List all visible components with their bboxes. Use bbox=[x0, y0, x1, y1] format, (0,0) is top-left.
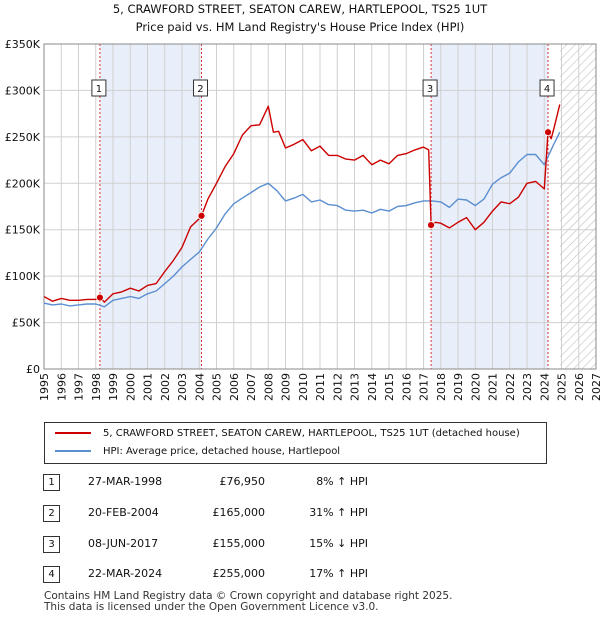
transaction-point bbox=[197, 211, 206, 220]
x-tick-label: 2011 bbox=[314, 373, 327, 401]
x-tick-label: 2005 bbox=[211, 373, 224, 401]
transaction-label: 1 bbox=[96, 84, 102, 95]
transaction-label: 4 bbox=[544, 84, 550, 95]
x-tick-label: 2022 bbox=[504, 373, 517, 401]
x-tick-label: 2004 bbox=[193, 373, 206, 401]
legend-label-hpi: HPI: Average price, detached house, Hart… bbox=[103, 446, 341, 457]
transaction-label-box bbox=[422, 79, 438, 97]
footer: Contains HM Land Registry data © Crown c… bbox=[44, 591, 452, 613]
x-tick-label: 2025 bbox=[556, 373, 569, 401]
footer-copyright: Contains HM Land Registry data © Crown c… bbox=[44, 590, 453, 602]
y-tick-label: £200K bbox=[5, 177, 41, 190]
transaction-hpi-change: 8% ↑ HPI bbox=[316, 475, 368, 488]
x-tick-label: 2017 bbox=[418, 373, 431, 401]
x-tick-label: 1995 bbox=[38, 373, 51, 401]
transaction-hpi-change: 15% ↓ HPI bbox=[309, 537, 368, 550]
series-line-property bbox=[44, 104, 561, 303]
x-tick-label: 2013 bbox=[349, 373, 362, 401]
x-tick-label: 2021 bbox=[487, 373, 500, 401]
x-tick-label: 2007 bbox=[245, 373, 258, 401]
transaction-point bbox=[95, 293, 104, 302]
transaction-hpi-change: 31% ↑ HPI bbox=[309, 506, 368, 519]
x-tick-label: 2020 bbox=[469, 373, 482, 401]
transaction-price: £165,000 bbox=[212, 506, 266, 519]
x-tick-label: 2009 bbox=[280, 373, 293, 401]
legend-label-property: 5, CRAWFORD STREET, SEATON CAREW, HARTLE… bbox=[103, 428, 520, 439]
price-chart: 5, CRAWFORD STREET, SEATON CAREW, HARTLE… bbox=[5, 2, 600, 401]
x-tick-label: 2024 bbox=[538, 373, 551, 401]
transaction-date: 22-MAR-2024 bbox=[88, 567, 163, 580]
x-tick-label: 2026 bbox=[573, 373, 586, 401]
x-tick-label: 2001 bbox=[142, 373, 155, 401]
x-tick-label: 1996 bbox=[55, 373, 68, 401]
transaction-date: 27-MAR-1998 bbox=[88, 475, 163, 488]
y-tick-label: £350K bbox=[5, 38, 41, 51]
transaction-price: £76,950 bbox=[219, 475, 266, 488]
transaction-number: 3 bbox=[43, 536, 60, 553]
x-tick-label: 2016 bbox=[400, 373, 413, 401]
y-tick-label: £150K bbox=[5, 224, 41, 237]
y-tick-label: £100K bbox=[5, 270, 41, 283]
y-tick-label: £300K bbox=[5, 84, 41, 97]
series-line-hpi bbox=[44, 131, 561, 308]
x-tick-label: 1997 bbox=[73, 373, 86, 401]
legend-item-hpi: HPI: Average price, detached house, Hart… bbox=[55, 443, 340, 461]
transaction-date: 20-FEB-2004 bbox=[88, 506, 159, 519]
transaction-label-box bbox=[91, 79, 107, 97]
transaction-number: 4 bbox=[43, 566, 60, 583]
x-tick-label: 2023 bbox=[521, 373, 534, 401]
transaction-label-box bbox=[192, 79, 208, 97]
x-tick-label: 2003 bbox=[176, 373, 189, 401]
x-tick-label: 1999 bbox=[107, 373, 120, 401]
legend-item-property: 5, CRAWFORD STREET, SEATON CAREW, HARTLE… bbox=[55, 425, 520, 443]
y-tick-label: £250K bbox=[5, 131, 41, 144]
series-group bbox=[44, 104, 561, 308]
x-tick-label: 2006 bbox=[228, 373, 241, 401]
x-tick-label: 2014 bbox=[366, 373, 379, 401]
chart-subtitle: Price paid vs. HM Land Registry's House … bbox=[136, 20, 465, 34]
legend-swatch-hpi bbox=[55, 450, 91, 452]
x-tick-label: 2008 bbox=[262, 373, 275, 401]
forecast-hatch bbox=[559, 44, 596, 369]
transaction-hpi-change: 17% ↑ HPI bbox=[309, 567, 368, 580]
transaction-number: 2 bbox=[43, 505, 60, 522]
x-tick-label: 2019 bbox=[452, 373, 465, 401]
transaction-date: 08-JUN-2017 bbox=[88, 537, 159, 550]
x-tick-label: 2002 bbox=[159, 373, 172, 401]
footer-licence: This data is licensed under the Open Gov… bbox=[44, 601, 379, 613]
x-tick-label: 2012 bbox=[331, 373, 344, 401]
transaction-price: £255,000 bbox=[212, 567, 266, 580]
x-tick-label: 2027 bbox=[590, 373, 600, 401]
y-tick-label: £0 bbox=[26, 363, 40, 376]
transaction-price: £155,000 bbox=[212, 537, 266, 550]
x-tick-label: 2018 bbox=[435, 373, 448, 401]
legend: 5, CRAWFORD STREET, SEATON CAREW, HARTLE… bbox=[44, 422, 547, 464]
shaded-span bbox=[99, 44, 202, 369]
transaction-label-box bbox=[539, 79, 555, 97]
transaction-number: 1 bbox=[43, 474, 60, 491]
legend-swatch-property bbox=[55, 432, 91, 434]
x-tick-label: 2000 bbox=[124, 373, 137, 401]
plot-frame bbox=[43, 43, 597, 370]
transaction-label: 2 bbox=[197, 84, 203, 95]
y-tick-label: £50K bbox=[12, 317, 41, 330]
transaction-point bbox=[544, 128, 552, 137]
chart-title: 5, CRAWFORD STREET, SEATON CAREW, HARTLE… bbox=[113, 2, 488, 16]
transaction-label: 3 bbox=[427, 84, 433, 95]
x-tick-label: 1998 bbox=[90, 373, 103, 401]
transaction-point bbox=[427, 221, 435, 229]
x-tick-label: 2010 bbox=[297, 373, 310, 401]
x-tick-label: 2015 bbox=[383, 373, 396, 401]
